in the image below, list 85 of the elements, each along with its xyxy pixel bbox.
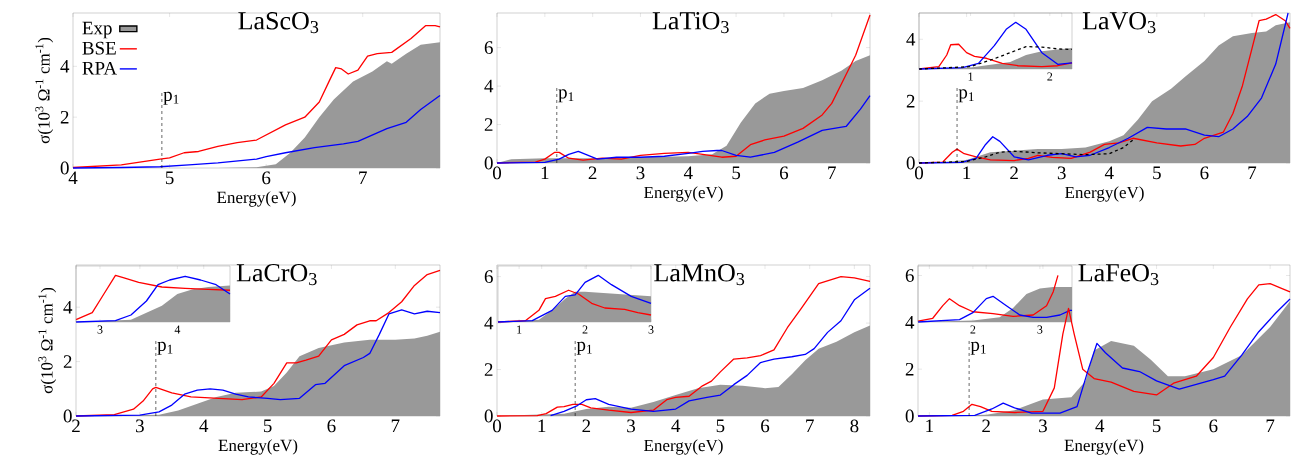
x-tick-label: 7 bbox=[1266, 419, 1275, 432]
x-tick-label: 4 bbox=[1095, 419, 1105, 433]
x-tick-label: 1 bbox=[517, 325, 522, 334]
x-tick-label: 7 bbox=[391, 419, 400, 432]
ref-line-label: p$_{1}$ bbox=[576, 341, 592, 355]
y-tick-label: 6 bbox=[905, 269, 914, 282]
x-axis-title: Energy(eV) bbox=[644, 439, 723, 455]
x-tick-label: 2 bbox=[982, 419, 990, 433]
y-tick-label: 4 bbox=[906, 33, 916, 46]
chart-title: LaCrO$_{3}$ bbox=[236, 264, 317, 286]
x-tick-label: 6 bbox=[327, 419, 336, 433]
y-tick-label: 2 bbox=[905, 362, 914, 376]
x-tick-label: 5 bbox=[1152, 419, 1161, 433]
x-tick-label: 3 bbox=[1057, 166, 1066, 180]
x-tick-label: 3 bbox=[1037, 325, 1043, 334]
x-tick-label: 1 bbox=[968, 72, 973, 81]
y-tick-label: 2 bbox=[60, 110, 69, 124]
x-axis-title: Energy(eV) bbox=[218, 439, 298, 455]
x-tick-label: 1 bbox=[926, 419, 933, 433]
x-tick-label: 1 bbox=[963, 166, 971, 180]
x-tick-label: 2 bbox=[582, 419, 591, 433]
x-tick-label: 1 bbox=[538, 419, 546, 433]
x-tick-label: 5 bbox=[165, 171, 174, 185]
y-tick-label: 0 bbox=[906, 156, 915, 170]
y-tick-label: 2 bbox=[484, 118, 493, 131]
legend-label: RPA bbox=[82, 61, 117, 75]
x-tick-label: 4 bbox=[174, 325, 181, 334]
ref-line-label: p$_{1}$ bbox=[558, 89, 574, 103]
x-tick-label: 5 bbox=[716, 419, 725, 433]
x-tick-label: 7 bbox=[806, 419, 814, 432]
x-tick-label: 7 bbox=[828, 166, 836, 179]
chart-title: LaScO$_{3}$ bbox=[238, 12, 319, 34]
y-tick-label: 0 bbox=[484, 409, 493, 423]
legend-label: BSE bbox=[82, 41, 116, 55]
x-tick-label: 7 bbox=[359, 171, 367, 184]
chart-title: LaFeO$_{3}$ bbox=[1078, 264, 1159, 286]
x-tick-label: 2 bbox=[582, 325, 588, 334]
x-tick-label: 3 bbox=[627, 419, 636, 433]
y-tick-label: 6 bbox=[484, 270, 493, 284]
y-tick-label: 0 bbox=[905, 409, 914, 423]
y-tick-label: 2 bbox=[906, 94, 915, 108]
x-axis-title: Energy(eV) bbox=[217, 191, 296, 207]
y-tick-label: 0 bbox=[63, 409, 72, 423]
x-tick-label: 5 bbox=[263, 419, 272, 433]
x-tick-label: 8 bbox=[850, 419, 859, 433]
y-tick-label: 4 bbox=[60, 60, 70, 73]
legend-label: Exp bbox=[82, 21, 112, 39]
x-axis-title: Energy(eV) bbox=[1064, 439, 1144, 455]
ref-line-label: p$_{1}$ bbox=[163, 91, 179, 105]
x-tick-label: 2 bbox=[588, 166, 597, 180]
chart-title: LaVO$_{3}$ bbox=[1082, 12, 1156, 34]
chart-title: LaMnO$_{3}$ bbox=[654, 264, 745, 286]
ref-line-label: p$_{1}$ bbox=[970, 341, 986, 355]
x-tick-label: 6 bbox=[1200, 166, 1209, 180]
x-tick-label: 7 bbox=[1248, 166, 1257, 179]
x-tick-label: 6 bbox=[779, 166, 789, 180]
y-tick-label: 0 bbox=[484, 156, 493, 170]
x-tick-label: 4 bbox=[683, 166, 693, 180]
x-tick-label: 5 bbox=[732, 166, 741, 180]
x-tick-label: 2 bbox=[1010, 166, 1018, 180]
x-tick-label: 3 bbox=[636, 166, 645, 180]
y-tick-label: 2 bbox=[63, 355, 72, 368]
ref-line-label: p$_{1}$ bbox=[958, 89, 974, 103]
x-tick-label: 3 bbox=[648, 325, 654, 334]
x-tick-label: 4 bbox=[1104, 166, 1114, 180]
y-tick-label: 2 bbox=[484, 363, 493, 376]
y-tick-label: 6 bbox=[484, 41, 493, 54]
y-axis-title: σ(10$^{3}$ Ω$^{-1}$ cm$^{-1}$) bbox=[35, 37, 54, 144]
x-tick-label: 6 bbox=[1209, 419, 1218, 433]
x-tick-label: 6 bbox=[761, 419, 770, 433]
x-tick-label: 3 bbox=[1039, 419, 1047, 433]
y-tick-label: 4 bbox=[63, 300, 73, 314]
x-tick-label: 6 bbox=[262, 171, 271, 185]
x-tick-label: 1 bbox=[541, 166, 549, 180]
x-tick-label: 2 bbox=[970, 325, 976, 334]
x-tick-label: 4 bbox=[671, 419, 681, 433]
x-tick-label: 3 bbox=[97, 325, 103, 334]
x-tick-label: 3 bbox=[136, 419, 144, 433]
ref-line-label: p$_{1}$ bbox=[157, 341, 173, 355]
y-axis-title: σ(10$^{3}$ Ω$^{-1}$ cm$^{-1}$) bbox=[38, 287, 57, 394]
x-axis-title: Energy(eV) bbox=[644, 186, 723, 202]
x-tick-label: 5 bbox=[1153, 166, 1161, 180]
chart-title: LaTiO$_{3}$ bbox=[652, 12, 729, 34]
x-axis-title: Energy(eV) bbox=[1065, 186, 1144, 202]
x-tick-label: 4 bbox=[199, 419, 209, 433]
